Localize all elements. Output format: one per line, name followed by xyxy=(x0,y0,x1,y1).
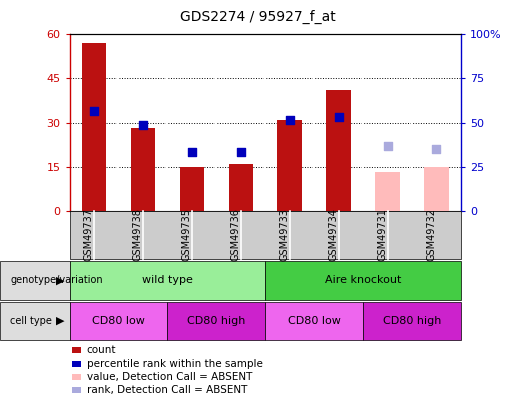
Point xyxy=(432,146,440,152)
Text: genotype/variation: genotype/variation xyxy=(10,275,103,286)
Bar xyxy=(424,166,449,211)
Point xyxy=(383,143,391,149)
Text: GSM49732: GSM49732 xyxy=(426,209,437,261)
Text: value, Detection Call = ABSENT: value, Detection Call = ABSENT xyxy=(87,372,252,382)
Text: GSM49736: GSM49736 xyxy=(231,209,241,261)
Text: cell type: cell type xyxy=(10,316,52,326)
Text: GDS2274 / 95927_f_at: GDS2274 / 95927_f_at xyxy=(180,10,335,24)
Bar xyxy=(229,164,253,211)
Text: CD80 low: CD80 low xyxy=(288,316,340,326)
Text: CD80 low: CD80 low xyxy=(92,316,145,326)
Point xyxy=(335,113,343,120)
Point xyxy=(285,116,294,123)
Point xyxy=(236,149,245,155)
Text: CD80 high: CD80 high xyxy=(383,316,441,326)
Bar xyxy=(327,90,351,211)
Point xyxy=(90,107,98,114)
Text: GSM49737: GSM49737 xyxy=(84,209,94,261)
Text: Aire knockout: Aire knockout xyxy=(325,275,401,286)
Text: GSM49738: GSM49738 xyxy=(133,209,143,261)
Text: rank, Detection Call = ABSENT: rank, Detection Call = ABSENT xyxy=(87,386,247,395)
Text: GSM49735: GSM49735 xyxy=(182,209,192,261)
Text: CD80 high: CD80 high xyxy=(187,316,246,326)
Text: GSM49731: GSM49731 xyxy=(377,209,388,261)
Bar xyxy=(278,119,302,211)
Point xyxy=(139,122,147,129)
Text: ▶: ▶ xyxy=(56,316,64,326)
Text: percentile rank within the sample: percentile rank within the sample xyxy=(87,359,263,369)
Bar xyxy=(82,43,106,211)
Text: count: count xyxy=(87,345,116,355)
Text: GSM49733: GSM49733 xyxy=(280,209,289,261)
Point xyxy=(187,149,196,155)
Text: GSM49734: GSM49734 xyxy=(329,209,339,261)
Text: ▶: ▶ xyxy=(56,275,64,286)
Text: wild type: wild type xyxy=(142,275,193,286)
Bar xyxy=(375,173,400,211)
Bar xyxy=(131,128,155,211)
Bar xyxy=(180,166,204,211)
